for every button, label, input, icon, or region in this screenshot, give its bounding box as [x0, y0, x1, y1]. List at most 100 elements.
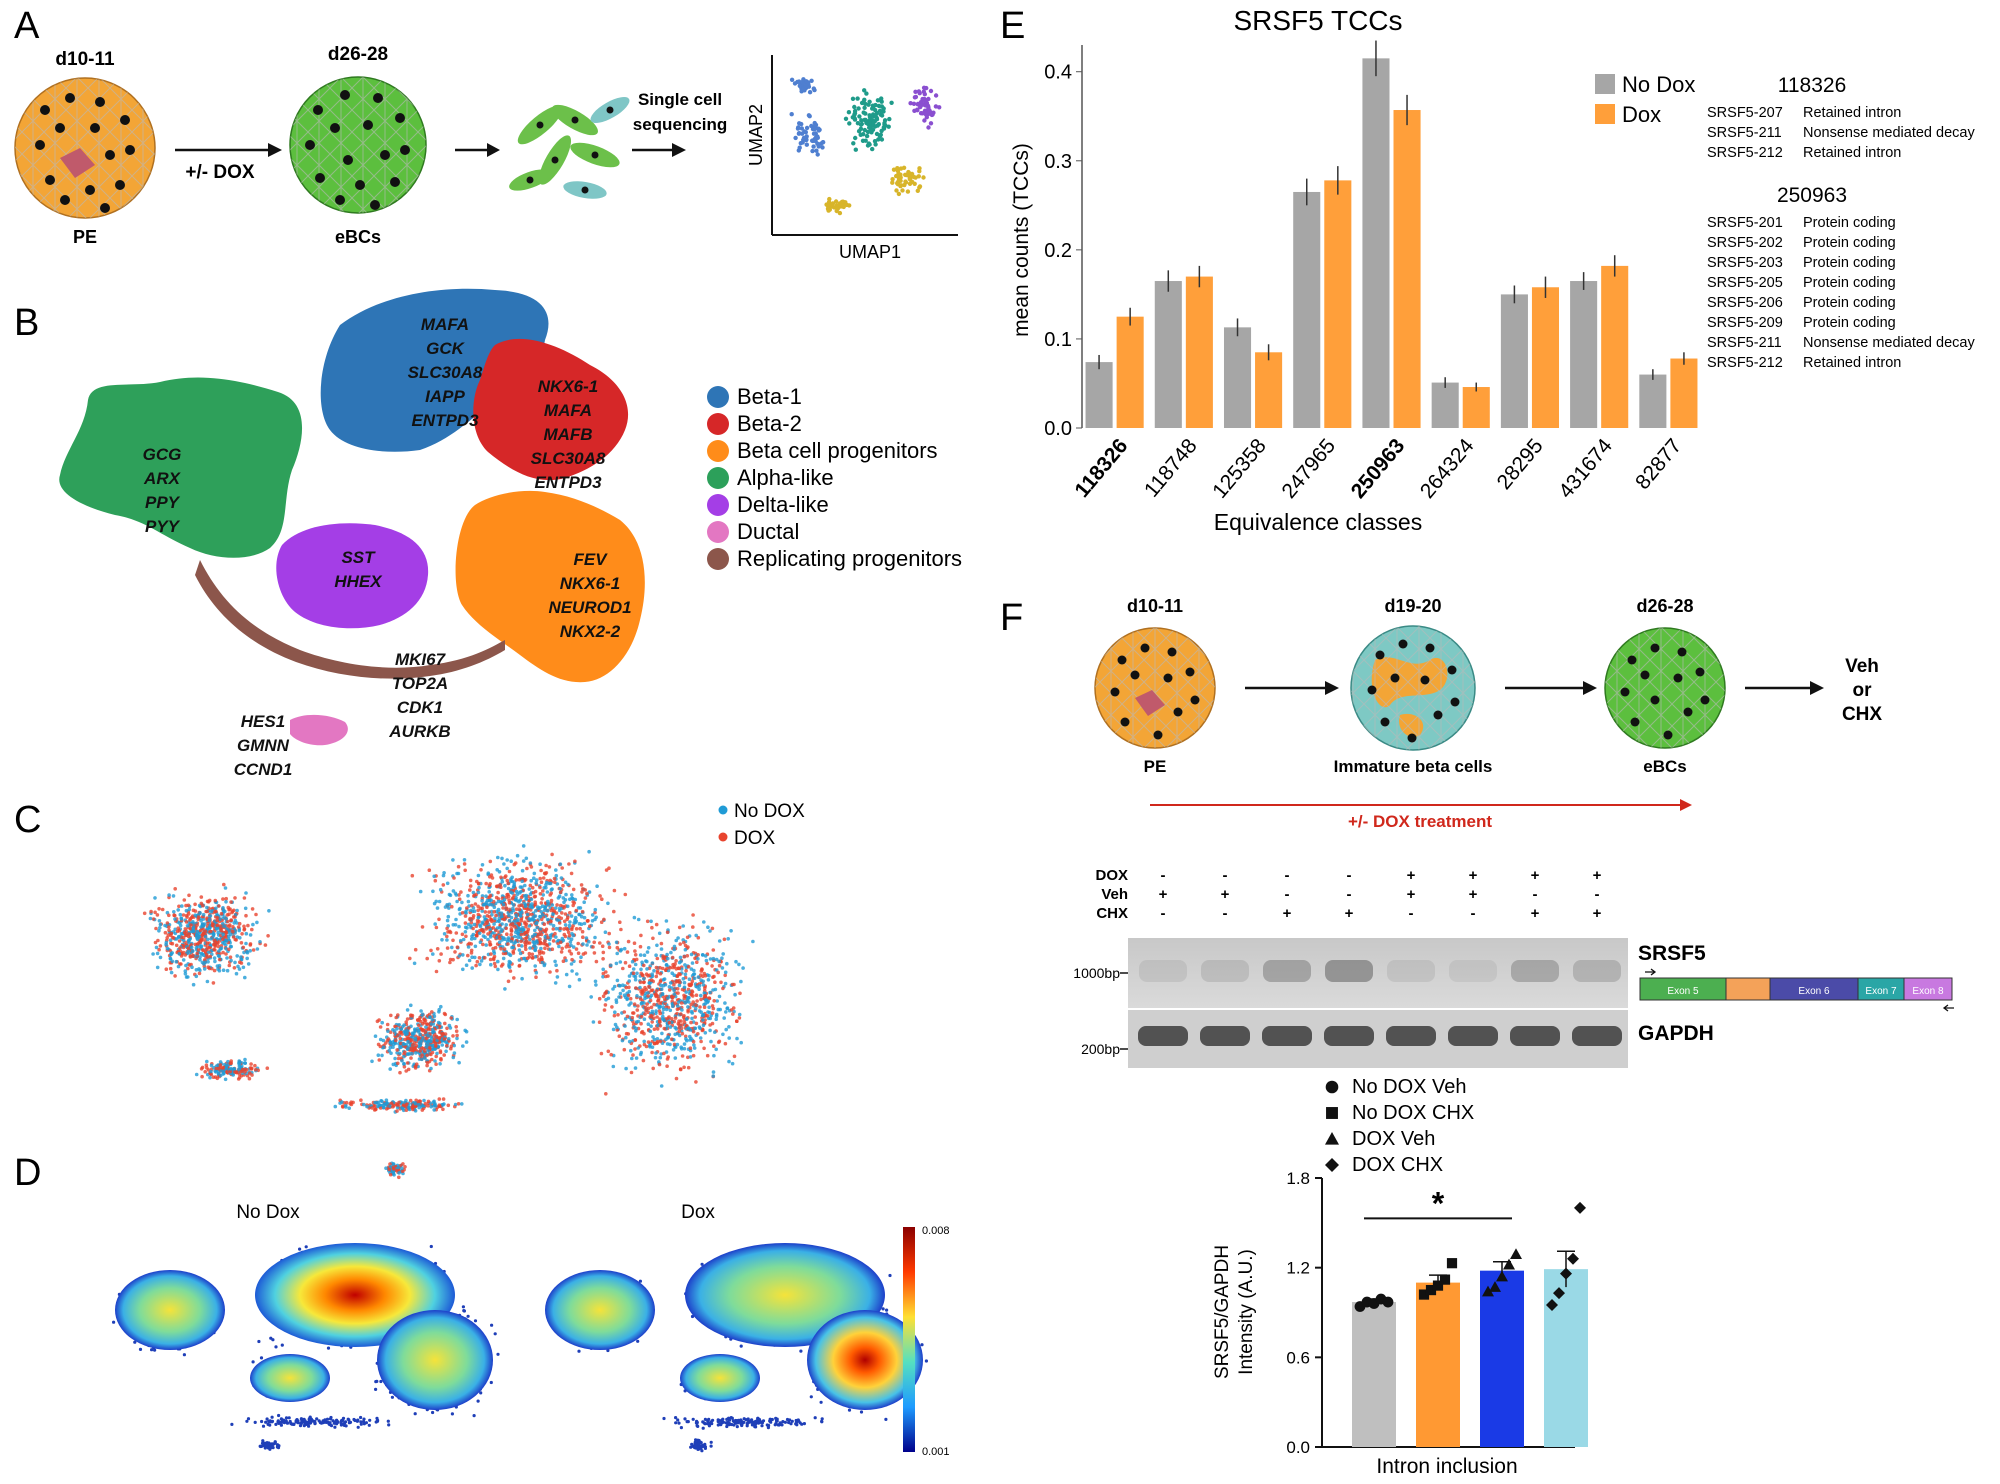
cell-dot — [454, 1025, 459, 1029]
cell-dot — [606, 1049, 611, 1054]
cell-dot — [395, 1048, 400, 1052]
cell-dot — [400, 1166, 404, 1171]
cell-dot — [658, 1055, 663, 1060]
cell-dot — [438, 1062, 442, 1066]
cell-dot — [233, 960, 237, 965]
cell-dot — [704, 958, 709, 963]
cell-dot — [226, 905, 231, 910]
cell-dot — [265, 1066, 270, 1070]
cell-dot — [196, 915, 201, 919]
cell-dot — [713, 1030, 717, 1034]
cell-dot — [624, 1035, 628, 1040]
cell-dot — [632, 915, 637, 920]
cell-dot — [445, 918, 450, 923]
cell-dot — [639, 1021, 643, 1026]
cell-dot — [554, 873, 559, 878]
cell-dot — [506, 979, 511, 984]
umap-dot — [901, 165, 907, 170]
umap-dot — [917, 184, 923, 189]
cell-dot — [641, 1058, 646, 1063]
cell-dot — [524, 897, 529, 901]
cell-dot — [263, 943, 268, 947]
umap-dot — [924, 85, 929, 91]
cell-dot — [456, 1102, 461, 1106]
umap-dot — [820, 140, 826, 145]
cell-dot — [216, 953, 221, 958]
cell-dot — [507, 918, 512, 923]
cell-dot — [225, 913, 230, 917]
umap-dot — [931, 110, 936, 115]
cell-dot — [242, 896, 247, 900]
cell-dot — [461, 953, 465, 957]
cell-dot — [696, 1032, 700, 1036]
cell-dot — [434, 925, 439, 930]
cell-dot — [255, 947, 260, 951]
cell-dot — [498, 883, 502, 887]
cell-dot — [446, 930, 450, 934]
cell-dot — [187, 932, 191, 936]
cell-dot — [248, 1071, 252, 1075]
cell-dot — [632, 1002, 637, 1006]
cell-dot — [454, 917, 458, 922]
cell-dot — [473, 936, 477, 941]
cell-dot — [492, 961, 497, 966]
cell-dot — [520, 868, 525, 873]
density-dot — [182, 1353, 186, 1357]
cell-dot — [499, 875, 503, 880]
cell-dot — [224, 934, 228, 939]
umap-dot — [811, 131, 817, 136]
cell-dot — [476, 915, 481, 920]
cell-dot — [462, 858, 467, 862]
cell-dot — [730, 1061, 735, 1066]
cell-dot — [600, 944, 605, 948]
cell-dot — [467, 958, 472, 963]
cell-dot — [639, 997, 643, 1001]
cell-dot — [413, 1027, 417, 1031]
cell-dot — [465, 926, 469, 930]
cell-dot — [610, 1005, 614, 1009]
cell-dot — [654, 989, 659, 993]
cell-dot — [710, 1011, 715, 1015]
cell-dot — [413, 1064, 418, 1069]
cell-dot — [423, 1101, 428, 1106]
cell-dot — [657, 931, 662, 936]
cell-dot — [664, 963, 669, 967]
cell-dot — [421, 1021, 425, 1026]
umap-dot — [907, 181, 913, 186]
cell-dot — [609, 963, 613, 968]
cell-dot — [698, 1026, 702, 1031]
umap-dot — [907, 176, 912, 181]
cell-dot — [723, 981, 728, 986]
cell-dot — [680, 1031, 685, 1036]
cell-dot — [634, 957, 639, 962]
cell-dot — [184, 963, 188, 968]
cell-dot — [418, 1041, 423, 1046]
cell-dot — [723, 973, 727, 978]
umap-dot — [814, 148, 819, 153]
umap-dot — [812, 87, 817, 93]
umap-dot — [789, 112, 794, 117]
cell-dot — [423, 1049, 427, 1053]
gene-label-replicating: MKI67 — [395, 650, 447, 669]
cell-dot — [198, 911, 202, 915]
cell-dot — [735, 1036, 739, 1041]
cell-dot — [227, 963, 232, 968]
umap-dot — [912, 108, 917, 114]
cell-dot — [224, 952, 228, 956]
cell-dot — [539, 868, 543, 873]
cell-dot — [385, 1101, 389, 1106]
cell-dot — [510, 879, 514, 884]
cell-dot — [563, 912, 568, 916]
cell-dot — [488, 957, 493, 962]
cell-dot — [417, 1030, 421, 1034]
dox-arrow-label: +/- DOX — [185, 162, 254, 183]
cell-dot — [631, 967, 636, 971]
cell-dot — [492, 956, 496, 961]
cell-dot — [484, 881, 489, 886]
cell-dot — [560, 911, 564, 915]
cell-dot — [244, 931, 249, 936]
panel-label-f: F — [1000, 597, 1023, 639]
cell-dot — [378, 1044, 383, 1049]
cell-dot — [154, 945, 159, 950]
cell-dot — [509, 932, 513, 937]
